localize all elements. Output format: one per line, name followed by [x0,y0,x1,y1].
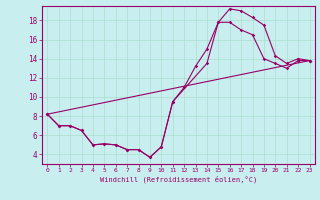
X-axis label: Windchill (Refroidissement éolien,°C): Windchill (Refroidissement éolien,°C) [100,176,257,183]
